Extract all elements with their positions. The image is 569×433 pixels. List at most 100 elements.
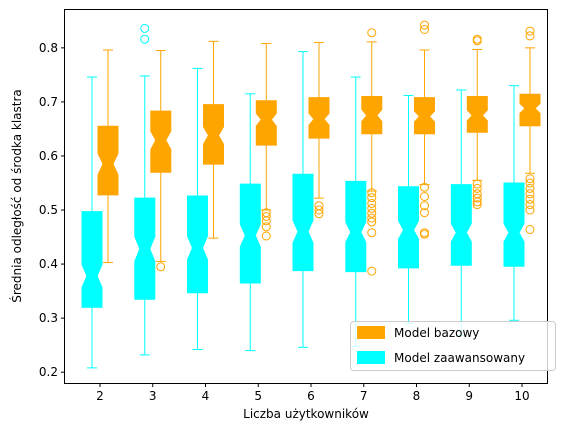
box-s0-10 (519, 93, 541, 127)
flier-s0-5-3 (261, 222, 271, 232)
x-tick-label-9: 9 (465, 389, 473, 403)
flier-s0-9-1 (472, 36, 482, 46)
box-group-s0-9 (466, 34, 488, 210)
y-tick-label-0.4: 0.4 (39, 257, 58, 271)
legend-frame (350, 321, 556, 371)
flier-s0-9-6 (472, 197, 482, 207)
flier-s0-6-1 (314, 205, 324, 215)
legend-label-model-zaawansowany: Model zaawansowany (394, 351, 525, 365)
flier-s0-7-1 (367, 188, 377, 198)
flier-s0-8-0 (420, 20, 429, 30)
x-axis: 2 3 4 5 6 7 8 9 10 (96, 383, 530, 403)
y-tick-label-0.5: 0.5 (39, 203, 58, 217)
box-group-s1-5 (239, 93, 261, 352)
flier-s0-7-4 (367, 203, 377, 213)
x-tick-label-4: 4 (202, 389, 210, 403)
flier-s0-10-5 (525, 189, 535, 199)
box-group-s0-2 (97, 49, 119, 263)
legend: Model bazowy Model zaawansowany (350, 321, 556, 371)
legend-label-model-bazowy: Model bazowy (394, 326, 479, 340)
flier-s0-9-7 (472, 200, 482, 210)
flier-s0-7-3 (367, 199, 377, 208)
flier-s0-10-4 (525, 183, 535, 193)
y-tick-label-0.7: 0.7 (39, 95, 58, 109)
box-group-s0-3 (150, 50, 172, 272)
box-group-s1-9 (450, 89, 472, 336)
flier-s0-10-1 (525, 31, 535, 41)
legend-swatch-model-zaawansowany (357, 351, 385, 364)
flier-s0-7-0 (367, 28, 377, 38)
flier-s0-3-0 (156, 262, 166, 272)
y-tick-label-0.6: 0.6 (39, 149, 58, 163)
flier-s0-10-3 (525, 178, 535, 188)
flier-s0-8-3 (420, 192, 429, 201)
y-axis: 0.2 0.3 0.4 0.5 0.6 0.7 0.8 (39, 41, 65, 379)
flier-s0-9-5 (472, 193, 482, 203)
box-s0-5 (255, 100, 277, 146)
box-group-s1-10 (503, 85, 525, 321)
x-tick-label-10: 10 (514, 389, 529, 403)
y-tick-label-0.2: 0.2 (39, 365, 58, 379)
box-s0-6 (308, 97, 330, 139)
box-group-s1-7 (345, 76, 367, 347)
box-group-s0-6 (308, 41, 330, 219)
box-s0-4 (203, 104, 224, 165)
box-s1-9 (450, 184, 472, 266)
box-group-s1-3 (134, 23, 156, 356)
flier-s0-10-9 (525, 225, 535, 234)
box-s1-8 (398, 186, 419, 269)
flier-s0-6-2 (314, 209, 324, 219)
box-group-s0-4 (203, 40, 224, 239)
box-group-s1-6 (292, 51, 314, 348)
box-s1-10 (503, 182, 525, 267)
flier-s0-10-7 (525, 200, 535, 210)
box-group-s0-7 (361, 28, 383, 276)
box-s0-9 (466, 96, 488, 133)
flier-s0-10-0 (525, 26, 535, 36)
x-tick-label-3: 3 (149, 389, 157, 403)
flier-s0-8-5 (420, 208, 429, 218)
box-s1-5 (239, 183, 261, 284)
flier-s0-7-9 (367, 266, 377, 276)
box-s1-7 (345, 180, 367, 273)
box-s1-6 (292, 173, 314, 272)
x-tick-label-8: 8 (413, 389, 421, 403)
x-tick-label-7: 7 (360, 389, 368, 403)
flier-s0-5-2 (261, 216, 271, 226)
box-s1-2 (81, 211, 103, 308)
flier-s0-5-1 (261, 212, 271, 221)
box-s0-2 (97, 125, 119, 196)
plot-elements (81, 20, 541, 369)
flier-s0-8-4 (420, 201, 429, 211)
flier-s0-5-4 (261, 231, 271, 241)
legend-swatch-model-bazowy (357, 326, 385, 339)
flier-s0-8-1 (420, 25, 429, 34)
flier-s0-9-3 (472, 183, 482, 193)
box-group-s1-4 (187, 67, 208, 350)
box-group-s0-10 (519, 26, 541, 234)
box-s0-8 (414, 97, 435, 135)
x-tick-label-5: 5 (254, 389, 262, 403)
box-group-s0-5 (255, 43, 277, 241)
flier-s1-3-0 (140, 23, 150, 33)
flier-s0-10-8 (525, 205, 535, 215)
x-tick-label-6: 6 (307, 389, 315, 403)
plot-frame (64, 9, 548, 384)
flier-s0-10-6 (525, 194, 535, 204)
box-group-s1-2 (81, 76, 103, 369)
flier-s0-9-2 (472, 179, 482, 189)
flier-s0-7-8 (367, 228, 377, 238)
x-axis-label: Liczba użytkowników (243, 407, 369, 421)
x-tick-label-2: 2 (96, 389, 104, 403)
box-group-s1-8 (398, 94, 419, 325)
box-s1-4 (187, 195, 208, 294)
box-group-s0-8 (414, 20, 435, 239)
flier-s0-7-7 (367, 217, 377, 227)
y-axis-label: Średnia odległość od środka klastra (9, 89, 24, 303)
box-s0-3 (150, 110, 172, 173)
flier-s0-7-6 (367, 213, 377, 223)
flier-s0-7-2 (367, 193, 377, 203)
y-tick-label-0.3: 0.3 (39, 311, 58, 325)
flier-s1-3-1 (140, 34, 150, 44)
